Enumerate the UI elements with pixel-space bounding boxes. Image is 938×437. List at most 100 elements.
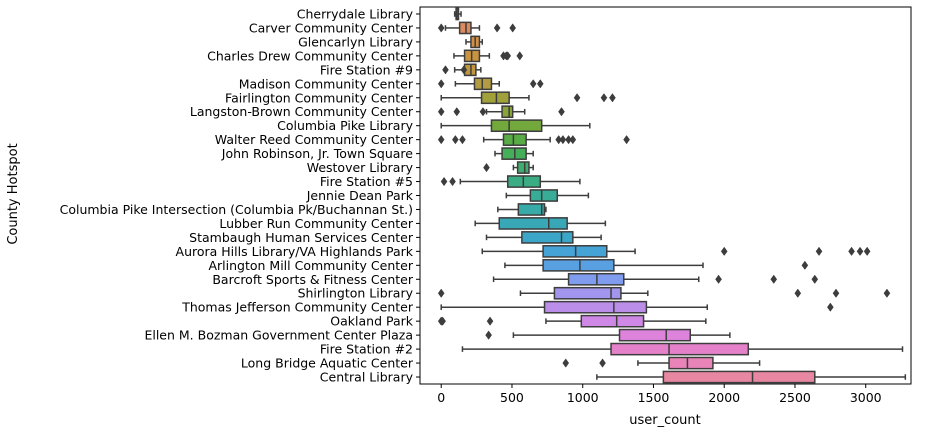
- outlier-point: [485, 330, 492, 340]
- box: [542, 258, 615, 272]
- y-tick-label: Cherrydale Library: [297, 6, 414, 21]
- box-group: [437, 314, 707, 328]
- outlier-point: [479, 107, 487, 117]
- outlier-point: [483, 162, 490, 173]
- box-group: [437, 21, 517, 35]
- box-group: [485, 328, 731, 342]
- outlier-point: [883, 288, 891, 298]
- outlier-point: [720, 246, 728, 256]
- box-group: [440, 119, 591, 133]
- y-tick-label: Glencarlyn Library: [298, 34, 414, 49]
- x-tick-label: 500: [500, 390, 524, 405]
- box-group: [474, 217, 607, 230]
- outlier-point: [848, 246, 855, 256]
- box-group: [440, 300, 834, 314]
- box: [516, 161, 530, 174]
- y-tick-label: Walter Reed Community Center: [215, 132, 414, 147]
- y-tick-label: Long Bridge Aquatic Center: [241, 356, 414, 371]
- y-tick-label: Aurora Hills Library/VA Highlands Park: [176, 244, 414, 259]
- outlier-point: [811, 274, 819, 284]
- box-group: [596, 370, 907, 384]
- outlier-point: [600, 93, 608, 103]
- box-group: [453, 49, 524, 63]
- box-group: [461, 342, 904, 356]
- box: [618, 328, 692, 342]
- outlier-point: [863, 246, 871, 256]
- y-tick-label: Fire Station #9: [320, 62, 413, 77]
- box: [517, 203, 546, 216]
- outlier-point: [801, 260, 809, 270]
- x-tick-label: 2500: [779, 390, 811, 405]
- outlier-point: [856, 246, 864, 256]
- box: [501, 105, 514, 119]
- outlier-point: [439, 316, 446, 326]
- outlier-point: [440, 176, 448, 187]
- y-tick-label: Arlington Mill Community Center: [208, 258, 413, 273]
- outlier-point: [449, 176, 456, 187]
- outlier-point: [486, 316, 494, 326]
- outlier-point: [437, 79, 445, 89]
- y-axis-label: County Hotspot: [6, 143, 21, 244]
- box-group: [504, 258, 809, 272]
- box-group: [562, 356, 761, 370]
- y-tick-label: Jennie Dean Park: [306, 188, 414, 203]
- y-tick-label: Charles Drew Community Center: [207, 48, 414, 63]
- outlier-point: [504, 51, 512, 61]
- outlier-point: [529, 79, 537, 89]
- x-tick-label: 2000: [708, 390, 740, 405]
- y-tick-label: Shirlington Library: [298, 286, 414, 301]
- outlier-point: [460, 65, 468, 75]
- outlier-point: [609, 93, 616, 103]
- outlier-point: [832, 288, 840, 298]
- y-tick-label: Central Library: [320, 370, 414, 385]
- outlier-point: [536, 79, 544, 89]
- box-group: [465, 35, 484, 49]
- x-axis-ticks: 0 500 1000 1500 2000 2500 3000: [437, 384, 882, 405]
- box-group: [437, 77, 544, 91]
- y-tick-label: Barcroft Sports & Fitness Center: [212, 272, 414, 287]
- outlier-point: [770, 274, 778, 284]
- y-tick-label: Carver Community Center: [249, 20, 414, 35]
- y-tick-label: Langston-Brown Community Center: [190, 104, 414, 119]
- outlier-point: [715, 274, 722, 284]
- box-group: [483, 161, 534, 174]
- outlier-point: [452, 135, 459, 145]
- box-group: [492, 272, 819, 286]
- boxes-layer: [437, 7, 907, 384]
- y-tick-label: Fairlington Community Center: [225, 90, 414, 105]
- box-group: [494, 147, 534, 160]
- y-tick-label: Fire Station #5: [320, 174, 413, 189]
- box-group: [437, 133, 630, 146]
- outlier-point: [437, 107, 445, 117]
- y-tick-label: Oakland Park: [330, 314, 413, 329]
- x-axis-label: user_count: [629, 413, 701, 428]
- outlier-point: [559, 135, 567, 145]
- outlier-point: [815, 246, 823, 256]
- x-tick-label: 0: [437, 390, 445, 405]
- outlier-point: [599, 358, 606, 368]
- outlier-point: [573, 93, 581, 103]
- x-tick-label: 1500: [638, 390, 670, 405]
- box: [502, 133, 527, 146]
- box: [490, 119, 543, 133]
- box-group: [440, 91, 616, 105]
- box-group: [437, 286, 891, 300]
- outlier-point: [453, 107, 461, 117]
- y-tick-label: Columbia Pike Library: [277, 118, 413, 133]
- outlier-point: [437, 23, 445, 33]
- x-tick-label: 3000: [850, 390, 882, 405]
- box-group: [440, 175, 581, 188]
- box: [529, 189, 559, 202]
- y-tick-label: Columbia Pike Intersection (Columbia Pk/…: [60, 202, 413, 217]
- box: [543, 300, 648, 314]
- box-group: [453, 7, 462, 21]
- y-tick-label: Stambaugh Human Services Center: [189, 230, 414, 245]
- box: [498, 217, 568, 230]
- box-group: [442, 63, 482, 77]
- outlier-point: [558, 107, 565, 117]
- box-group: [485, 231, 602, 244]
- outlier-point: [493, 23, 501, 33]
- outlier-point: [459, 135, 466, 145]
